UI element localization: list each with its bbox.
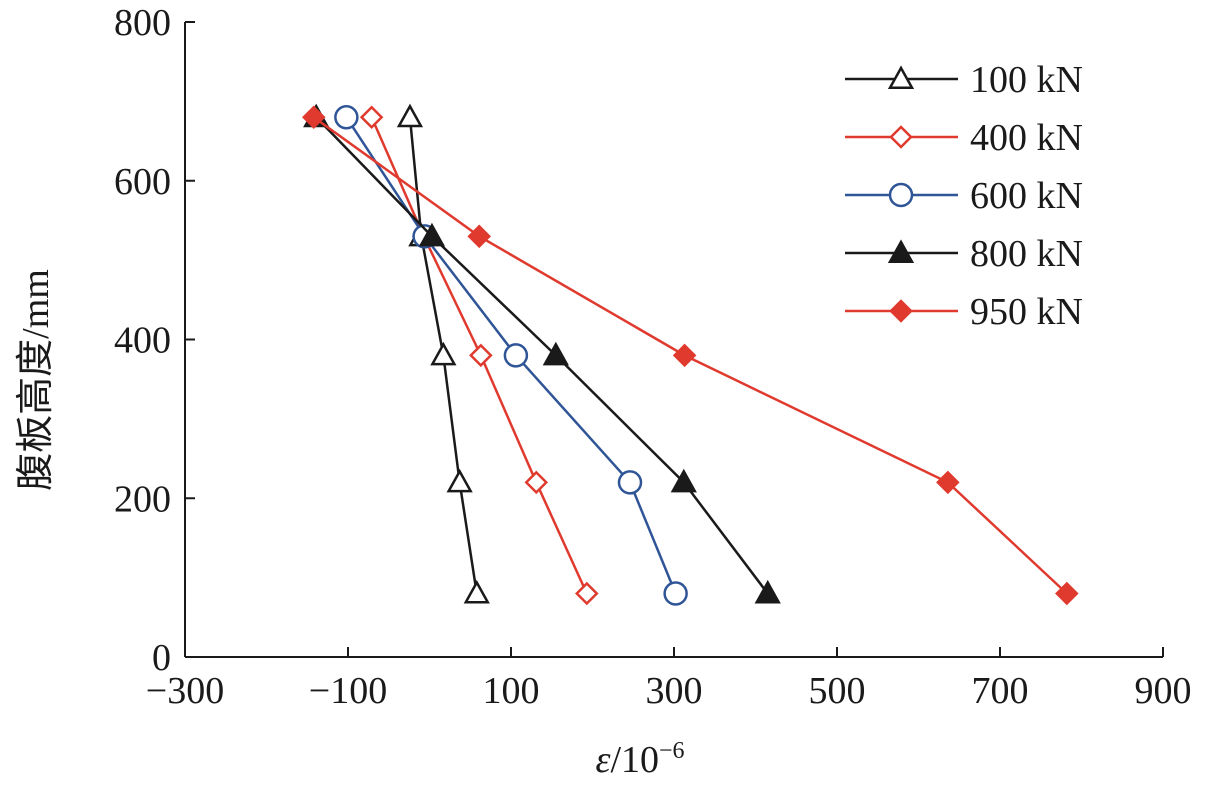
legend-marker [889,125,913,149]
data-point [430,341,457,366]
legend-item: 100 kN [845,59,1083,101]
data-point [663,581,688,606]
data-point [396,103,424,128]
y-tick-label: 200 [114,478,171,520]
axes: −300 −100 100 300 500 700 900 0 200 400 600 800 [114,2,1192,712]
x-tick-label: 300 [646,670,703,712]
data-point [617,470,643,495]
x-tick-label: 100 [483,670,540,712]
x-tick-label: −300 [146,670,224,712]
legend-item: 800 kN [845,233,1083,275]
series-800-kn [303,103,781,604]
data-point [418,222,446,247]
x-axis-label-symbol: ε [595,739,610,781]
series-950-kn [302,105,1079,606]
data-point [302,105,326,130]
legend-label: 950 kN [970,291,1083,333]
legend: 100 kN 400 kN 600 kN 800 kN 950 kN [845,59,1083,333]
x-axis-label-exponent: −6 [659,738,685,764]
data-point [542,341,569,366]
y-axis-label: 腹板高度/mm [15,269,57,491]
legend-item: 950 kN [845,291,1083,333]
data-point [672,343,697,368]
y-tick-label: 800 [114,2,171,44]
x-tick-label: 500 [809,670,866,712]
legend-item: 600 kN [845,175,1083,217]
legend-marker [887,239,915,264]
x-axis-label-unit: /10 [610,739,659,781]
data-point [575,581,599,606]
series-group [302,103,1079,606]
x-tick-label: −100 [309,670,387,712]
series-600-kn [334,105,688,606]
data-point [463,579,490,604]
data-point [1055,581,1079,606]
legend-label: 100 kN [970,59,1083,101]
legend-label: 400 kN [970,117,1083,159]
data-point [359,105,384,130]
legend-marker [887,65,915,90]
data-point [469,343,493,368]
data-point [467,224,491,249]
data-point [334,105,359,130]
legend-label: 800 kN [970,233,1083,275]
series-400-kn [359,105,599,606]
data-point [503,343,529,368]
data-point [524,470,549,495]
legend-item: 400 kN [845,117,1083,159]
x-axis-label: ε/10−6 [595,738,684,781]
x-tick-label: 900 [1135,670,1192,712]
data-point [446,468,473,493]
y-tick-label: 400 [114,320,171,362]
y-tick-label: 0 [152,637,171,679]
legend-marker [888,182,914,208]
x-tick-label: 700 [972,670,1029,712]
series-line [315,116,769,595]
legend-marker [889,299,913,323]
legend-label: 600 kN [970,175,1083,217]
data-point [936,470,960,495]
y-tick-label: 600 [114,161,171,203]
data-point [754,579,781,604]
data-point [670,468,697,493]
